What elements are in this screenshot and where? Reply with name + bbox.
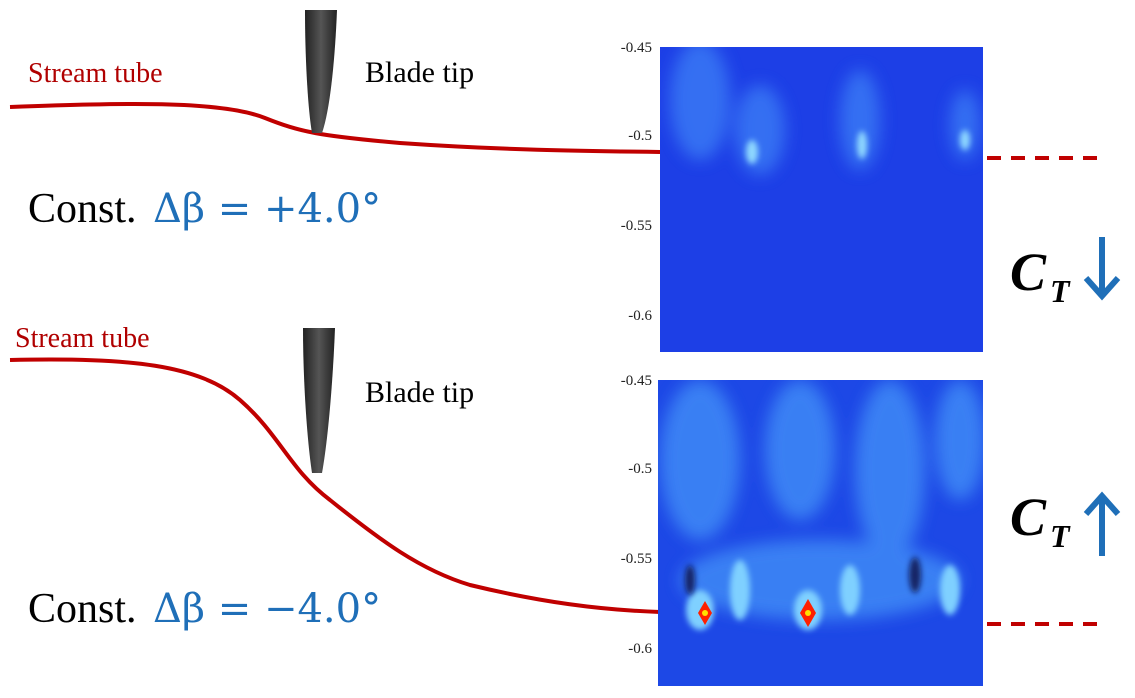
- panel-bottom: Stream tube Blade tip Const. Δβ = −4.0°: [9, 323, 1121, 686]
- y-tick-label: -0.6: [628, 308, 652, 324]
- contour-plot: [658, 380, 983, 686]
- y-tick-label: -0.55: [621, 551, 652, 567]
- ct-sub: T: [1050, 273, 1071, 309]
- arrow-up: [1083, 491, 1121, 556]
- y-tick-label: -0.45: [621, 40, 652, 56]
- blade-label: Blade tip: [365, 56, 474, 89]
- stream-tube: [9, 101, 661, 154]
- y-tick-label: -0.45: [621, 373, 652, 389]
- arrow-down: [1083, 237, 1121, 301]
- blade-label: Blade tip: [365, 376, 474, 409]
- ct-label: C: [1010, 487, 1047, 547]
- blade: [305, 10, 337, 133]
- ct-label: C: [1010, 242, 1047, 302]
- y-tick-label: -0.55: [621, 218, 652, 234]
- contour-plot: [660, 47, 983, 352]
- ct-sub: T: [1050, 518, 1071, 554]
- y-tick-label: -0.5: [628, 128, 652, 144]
- const-label: Const.: [28, 186, 137, 232]
- stream-label: Stream tube: [28, 58, 163, 89]
- stream-tube: [9, 357, 661, 614]
- const-label: Const.: [28, 586, 137, 632]
- delta-label: Δβ = −4.0°: [153, 586, 381, 632]
- blade: [303, 328, 335, 473]
- y-tick-label: -0.6: [628, 641, 652, 657]
- y-tick-label: -0.5: [628, 461, 652, 477]
- panel-top: Stream tube Blade tip Const. Δβ = +4.0° …: [9, 10, 1121, 352]
- delta-label: Δβ = +4.0°: [153, 186, 381, 232]
- stream-label: Stream tube: [15, 323, 150, 354]
